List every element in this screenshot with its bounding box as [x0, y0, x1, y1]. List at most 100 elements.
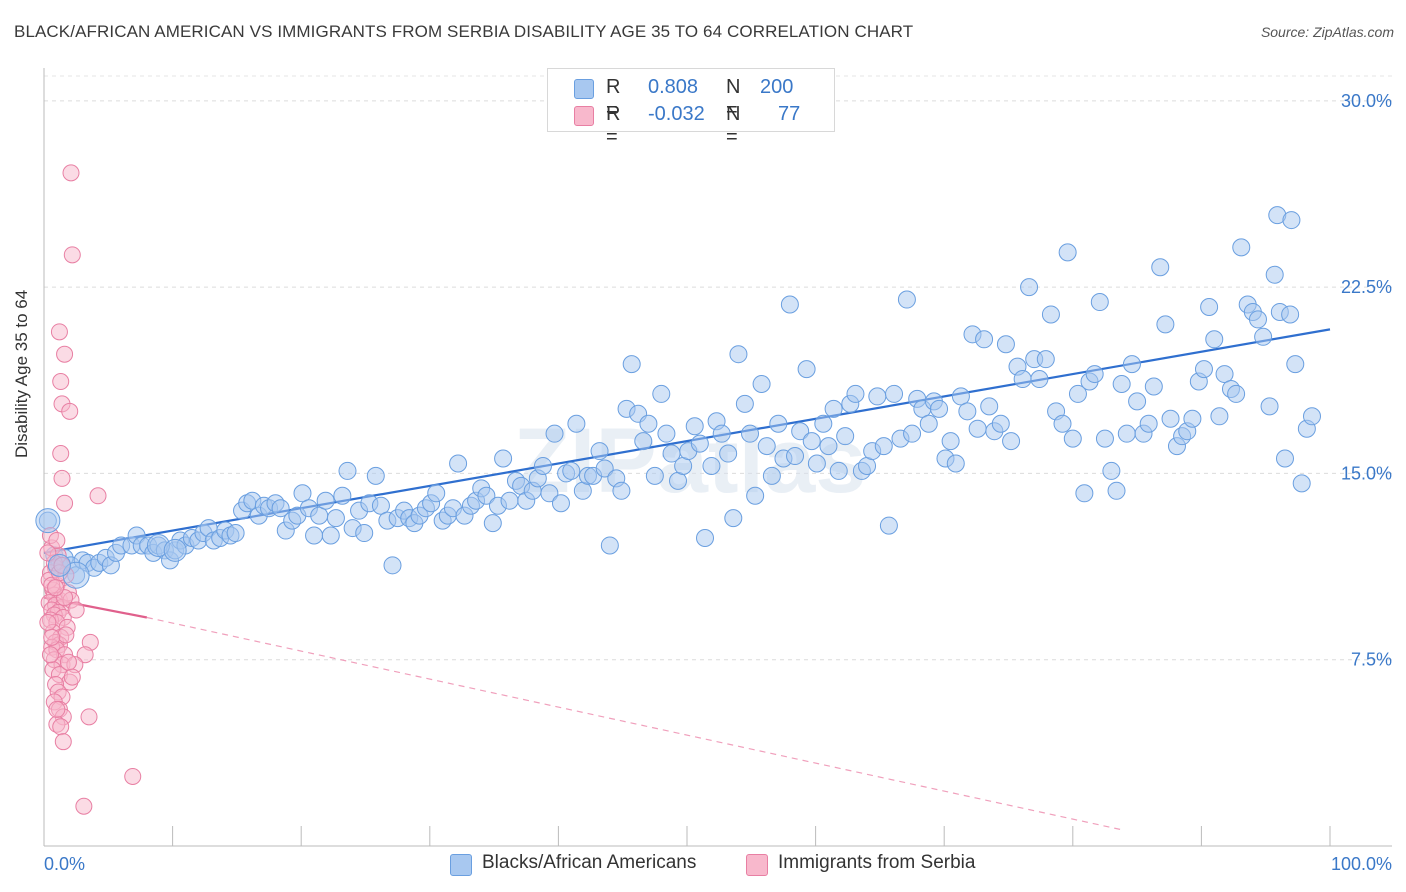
data-point-blacks: [769, 414, 788, 433]
data-point-blacks: [1183, 409, 1202, 428]
data-point-blacks: [316, 491, 335, 510]
data-point-blacks: [746, 486, 765, 505]
data-point-serbia: [63, 246, 81, 264]
data-point-blacks: [819, 437, 838, 456]
data-point-blacks: [1075, 484, 1094, 503]
data-point-blacks: [551, 494, 570, 513]
y-axis-label: Disability Age 35 to 64: [12, 289, 31, 458]
data-point-blacks: [1302, 407, 1321, 426]
data-point-blacks: [824, 399, 843, 418]
chart-title: BLACK/AFRICAN AMERICAN VS IMMIGRANTS FRO…: [14, 22, 914, 41]
data-point-serbia: [80, 708, 98, 726]
data-point-serbia: [56, 345, 74, 363]
data-point-blacks: [1041, 305, 1060, 324]
data-point-blacks: [1128, 392, 1147, 411]
data-point-blacks: [919, 414, 938, 433]
data-point-blacks: [1139, 414, 1158, 433]
data-point-blacks: [1144, 377, 1163, 396]
data-point-blacks: [1161, 409, 1180, 428]
data-point-blacks: [1215, 365, 1234, 384]
data-point-blacks: [946, 454, 965, 473]
data-point-blacks: [355, 524, 374, 543]
data-point-blacks: [1156, 315, 1175, 334]
data-point-serbia: [43, 628, 61, 646]
data-point-blacks: [802, 432, 821, 451]
data-point-blacks: [1260, 397, 1279, 416]
data-point-blacks: [685, 417, 704, 436]
data-point-blacks: [696, 529, 715, 547]
data-point-blacks: [874, 437, 893, 456]
data-point-blacks: [702, 456, 721, 475]
legend-n-value: 77: [778, 103, 801, 125]
source-label: Source: ZipAtlas.com: [1260, 24, 1394, 40]
data-point-serbia: [52, 373, 70, 391]
data-point-serbia: [39, 613, 57, 631]
legend-r-label: R =: [606, 76, 621, 121]
data-point-blacks: [752, 375, 771, 393]
data-point-serbia: [52, 445, 70, 463]
data-point-blacks: [645, 466, 664, 485]
legend-r-value: -0.032: [648, 103, 705, 125]
data-point-blacks: [996, 335, 1015, 354]
data-point-blacks: [639, 414, 658, 433]
data-point-blacks: [1036, 350, 1055, 369]
data-point-blacks: [1210, 407, 1229, 426]
data-point-blacks: [1286, 355, 1305, 374]
data-point-blacks: [500, 491, 519, 510]
data-point-blacks: [1053, 414, 1072, 433]
data-point-serbia: [57, 626, 75, 644]
data-point-blacks: [1227, 384, 1246, 403]
legend-r-label: R =: [606, 103, 621, 148]
data-point-blacks: [163, 538, 187, 562]
data-point-blacks: [791, 422, 810, 441]
data-point-blacks: [941, 432, 960, 451]
data-point-blacks: [652, 384, 671, 403]
data-point-blacks: [595, 459, 614, 478]
data-point-blacks: [333, 486, 352, 505]
data-point-blacks: [371, 496, 390, 515]
data-point-blacks: [1254, 327, 1273, 346]
data-point-serbia: [62, 164, 80, 182]
data-point-serbia: [52, 718, 70, 736]
data-point-serbia: [124, 767, 142, 785]
data-point-blacks: [305, 526, 324, 545]
data-point-blacks: [1112, 375, 1131, 393]
data-point-blacks: [797, 360, 816, 379]
data-point-blacks: [657, 424, 676, 443]
data-point-blacks: [1030, 370, 1049, 389]
data-point-blacks: [757, 437, 776, 456]
data-point-blacks: [1095, 429, 1114, 448]
data-point-blacks: [836, 427, 855, 446]
data-point-blacks: [762, 466, 781, 485]
data-point-serbia: [59, 653, 77, 671]
data-point-blacks: [814, 414, 833, 433]
data-point-blacks: [885, 384, 904, 403]
legend-n-label: N =: [726, 76, 741, 121]
data-point-blacks: [622, 355, 641, 374]
legend-n-value: 200: [760, 76, 794, 98]
data-point-blacks: [1151, 258, 1170, 277]
data-point-blacks: [383, 556, 402, 575]
data-point-blacks: [1200, 298, 1219, 316]
data-point-blacks: [326, 509, 345, 528]
data-point-blacks: [483, 514, 502, 533]
legend-swatch-blue: [574, 79, 594, 99]
data-point-serbia: [48, 531, 66, 549]
data-point-blacks: [1068, 384, 1087, 403]
data-point-blacks: [567, 414, 586, 433]
data-point-blacks: [494, 449, 513, 468]
data-point-blacks: [545, 424, 564, 443]
data-point-serbia: [50, 323, 68, 341]
data-point-blacks: [1281, 305, 1300, 324]
data-point-blacks: [634, 432, 653, 451]
trend-line-serbia-extension: [146, 616, 1125, 831]
data-point-blacks: [951, 387, 970, 406]
data-point-blacks: [1194, 360, 1213, 379]
data-point-blacks: [1248, 310, 1267, 329]
data-point-blacks: [427, 484, 446, 503]
data-point-serbia: [63, 668, 81, 686]
data-point-blacks: [600, 536, 619, 555]
data-point-blacks: [958, 402, 977, 421]
y-tick-label: 15.0%: [1341, 463, 1392, 483]
data-point-blacks: [1275, 449, 1294, 468]
